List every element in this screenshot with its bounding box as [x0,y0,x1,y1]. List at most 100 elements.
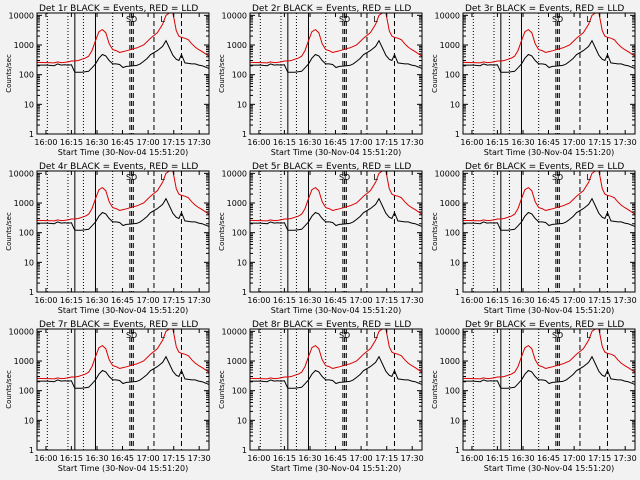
annotation-label: SD [552,331,563,340]
x-tick-label: 16:45 [537,138,560,147]
panel-title: Det 7r BLACK = Events, RED = LLD [39,320,198,330]
x-tick-label: 16:15 [60,138,83,147]
y-tick-label: 10 [450,416,460,425]
events-series-line [37,355,210,389]
x-tick-label: 16:30 [298,296,321,305]
x-tick-label: 16:15 [60,296,83,305]
x-tick-label: 17:30 [188,296,211,305]
annotation-label: L [586,15,591,24]
chart-panel: 16:00 16:15 16:30 16:45 17:00 17:15 17:30 1 10 10… [218,320,424,473]
chart-panel: 16:00 16:15 16:30 16:45 17:00 17:15 17:30 1 10 10… [218,162,424,315]
lld-series-line [36,12,210,64]
y-tick-label: 1000 [440,199,460,208]
y-tick-label: 1000 [14,41,34,50]
x-tick-label: 16:45 [111,454,134,463]
y-tick-label: 10000 [222,327,247,336]
x-tick-label: 16:00 [460,138,483,147]
x-tick-label: 16:00 [460,296,483,305]
events-series-line [250,39,423,73]
x-tick-label: 17:00 [563,138,586,147]
x-tick-label: 17:15 [162,454,185,463]
x-tick-label: 17:15 [162,296,185,305]
y-tick-label: 100 [445,71,460,80]
annotation-label: SD [126,15,137,24]
events-series-line [463,39,636,73]
y-tick-label: 10000 [222,11,247,20]
y-tick-label: 1000 [227,41,247,50]
lld-series-line [36,170,210,222]
x-tick-label: 17:00 [563,454,586,463]
x-tick-label: 16:15 [486,454,509,463]
plot-frame [462,12,636,135]
y-tick-label: 10 [24,100,34,109]
annotation-label: SD [339,15,350,24]
y-tick-label: 100 [19,229,34,238]
x-axis-label: Start Time (30-Nov-04 15:51:20) [58,148,188,157]
lld-series-line [249,328,423,380]
y-tick-label: 1000 [227,357,247,366]
chart-panel: 16:00 16:15 16:30 16:45 17:00 17:15 17:30 1 10 10… [431,4,637,157]
x-tick-label: 17:00 [137,296,160,305]
x-tick-label: 17:00 [137,138,160,147]
x-tick-label: 16:00 [247,138,270,147]
x-tick-label: 17:00 [350,296,373,305]
x-tick-label: 16:30 [85,296,108,305]
x-tick-label: 17:30 [401,138,424,147]
y-tick-label: 10 [450,100,460,109]
plot-frame [36,12,210,135]
y-tick-label: 100 [232,71,247,80]
y-tick-label: 10 [237,258,247,267]
annotation-label: L [586,331,591,340]
y-axis-label: Counts/sec [218,370,226,409]
annotation-label: SD [552,173,563,182]
panel-title: Det 1r BLACK = Events, RED = LLD [39,4,198,14]
annotation-label: SD [339,331,350,340]
y-tick-label: 1000 [14,357,34,366]
x-tick-label: 17:15 [375,454,398,463]
y-tick-label: 10000 [9,327,34,336]
panel-title: Det 2r BLACK = Events, RED = LLD [252,4,411,14]
chart-panel: 16:00 16:15 16:30 16:45 17:00 17:15 17:30 1 10 10… [218,4,424,157]
annotation-label: SD [339,173,350,182]
y-tick-label: 10 [450,258,460,267]
y-tick-label: 10 [24,416,34,425]
x-tick-label: 17:30 [614,296,637,305]
y-tick-label: 10000 [222,169,247,178]
y-tick-label: 1000 [14,199,34,208]
x-tick-label: 17:00 [350,454,373,463]
annotation-label: L [373,15,378,24]
x-tick-label: 16:00 [247,296,270,305]
x-tick-label: 16:00 [247,454,270,463]
x-axis-label: Start Time (30-Nov-04 15:51:20) [271,148,401,157]
x-tick-label: 17:15 [588,296,611,305]
events-series-line [463,355,636,389]
annotation-label: L [160,15,165,24]
x-tick-label: 16:45 [324,296,347,305]
x-tick-label: 16:30 [298,454,321,463]
events-series-line [37,39,210,73]
chart-panel: 16:00 16:15 16:30 16:45 17:00 17:15 17:30 1 10 10… [5,162,211,315]
x-tick-label: 17:30 [401,296,424,305]
plot-frame [249,170,423,293]
x-axis-label: Start Time (30-Nov-04 15:51:20) [484,148,614,157]
y-axis-label: Counts/sec [431,370,439,409]
lld-series-line [462,170,636,222]
annotation-label: SD [126,173,137,182]
x-tick-label: 16:30 [298,138,321,147]
y-tick-label: 1 [455,446,460,455]
x-axis-label: Start Time (30-Nov-04 15:51:20) [58,306,188,315]
y-axis-label: Counts/sec [5,370,13,409]
plot-frame [36,170,210,293]
panel-title: Det 9r BLACK = Events, RED = LLD [465,320,624,330]
events-series-line [250,355,423,389]
panel-title: Det 6r BLACK = Events, RED = LLD [465,162,624,172]
x-tick-label: 17:30 [401,454,424,463]
y-tick-label: 1000 [440,41,460,50]
x-tick-label: 16:45 [324,454,347,463]
plot-frame [249,328,423,451]
y-tick-label: 1 [29,446,34,455]
plot-frame [462,170,636,293]
chart-panel: 16:00 16:15 16:30 16:45 17:00 17:15 17:30 1 10 10… [5,320,211,473]
x-tick-label: 16:45 [111,296,134,305]
